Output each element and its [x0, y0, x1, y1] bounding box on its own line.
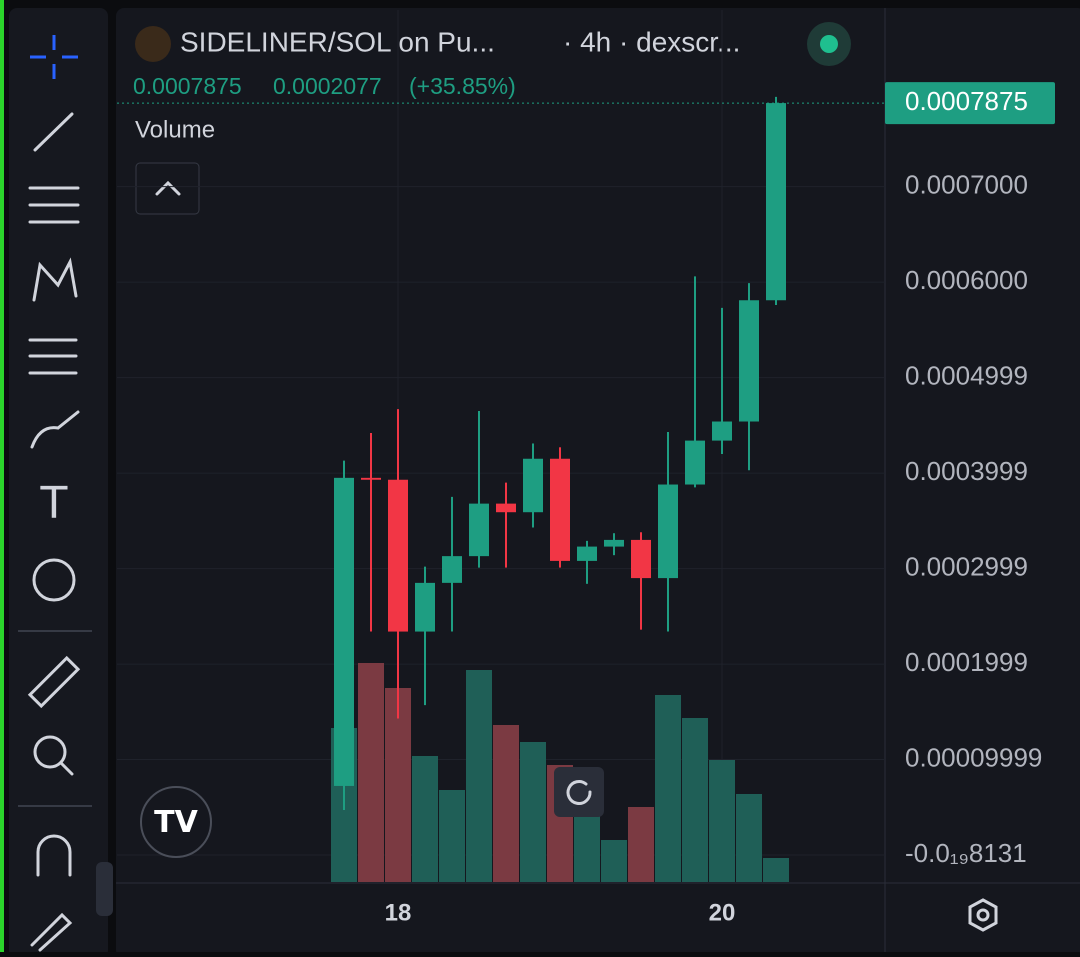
candle-body: [334, 477, 354, 786]
volume-bar: [601, 840, 627, 882]
candle-body: [523, 458, 543, 513]
candle-body: [388, 479, 408, 632]
toolbar-icons[interactable]: T: [18, 35, 92, 952]
volume-bar: [655, 695, 681, 882]
y-tick-label: 0.0006000: [905, 265, 1028, 295]
volume-bar: [493, 725, 519, 882]
candle-body: [658, 484, 678, 579]
edge: [0, 0, 4, 952]
candle-body: [361, 477, 381, 480]
volume-bar: [358, 663, 384, 882]
interval: · 4h · dexscr...: [563, 26, 740, 57]
volume-bar: [628, 807, 654, 882]
volume-bar: [736, 794, 762, 882]
ohlc-last: 0.0007875: [133, 73, 242, 99]
candle-body: [415, 582, 435, 632]
candle-body: [766, 103, 786, 301]
candle-body: [685, 440, 705, 485]
symbol: SIDELINER/SOL on Pu...: [180, 26, 495, 57]
y-tick-label: 0.0001999: [905, 647, 1028, 677]
volume-bar: [763, 858, 789, 882]
ohlc-change-pct: (+35.85%): [409, 73, 516, 99]
status-dot: [820, 35, 838, 53]
token-icon: [135, 26, 171, 62]
settings[interactable]: [968, 898, 998, 932]
x-tick-label: 20: [709, 899, 736, 926]
volume-bar: [439, 790, 465, 882]
tv-logo-mark: 𝗧𝗩: [154, 806, 198, 839]
y-tick-label: -0.0₁₉8131: [905, 838, 1027, 868]
candle-body: [496, 503, 516, 513]
candle-body: [469, 503, 489, 557]
text-tool[interactable]: T: [40, 478, 68, 529]
toolbar: [9, 8, 108, 957]
candle-body: [712, 421, 732, 441]
y-tick-label: 0.0007000: [905, 170, 1028, 200]
settings-hole: [976, 908, 990, 922]
candle-body: [577, 546, 597, 561]
ohlc-change: 0.0002077: [273, 73, 382, 99]
volume-bar: [709, 760, 735, 882]
tv-logo[interactable]: [140, 786, 212, 858]
study-label: Volume: [135, 116, 215, 143]
volume-bar: [682, 718, 708, 882]
price-tag: [885, 82, 1055, 125]
y-tick-label: 0.0002999: [905, 552, 1028, 582]
chart-panel: [116, 8, 1080, 957]
collapse-tab[interactable]: [96, 862, 113, 916]
y-tick-label: 0.0003999: [905, 456, 1028, 486]
chevron: [155, 180, 181, 196]
y-tick-label: 0.0004999: [905, 361, 1028, 391]
x-tick-label: 18: [385, 899, 412, 926]
price-tag-label: 0.0007875: [905, 86, 1028, 116]
candle-body: [604, 539, 624, 547]
reset-icon: [566, 780, 592, 805]
volume-bar: [385, 688, 411, 882]
plot: [117, 10, 885, 882]
reset-button[interactable]: [554, 767, 604, 817]
candle-body: [442, 556, 462, 583]
volume-bar: [574, 805, 600, 882]
volume-bar: [466, 670, 492, 882]
volume-bar: [412, 756, 438, 882]
candle-body: [631, 539, 651, 579]
collapse-study[interactable]: [135, 162, 200, 215]
candle-body: [550, 458, 570, 561]
volume-bar: [520, 742, 546, 882]
y-tick-label: 0.00009999: [905, 742, 1042, 772]
candle-body: [739, 300, 759, 422]
